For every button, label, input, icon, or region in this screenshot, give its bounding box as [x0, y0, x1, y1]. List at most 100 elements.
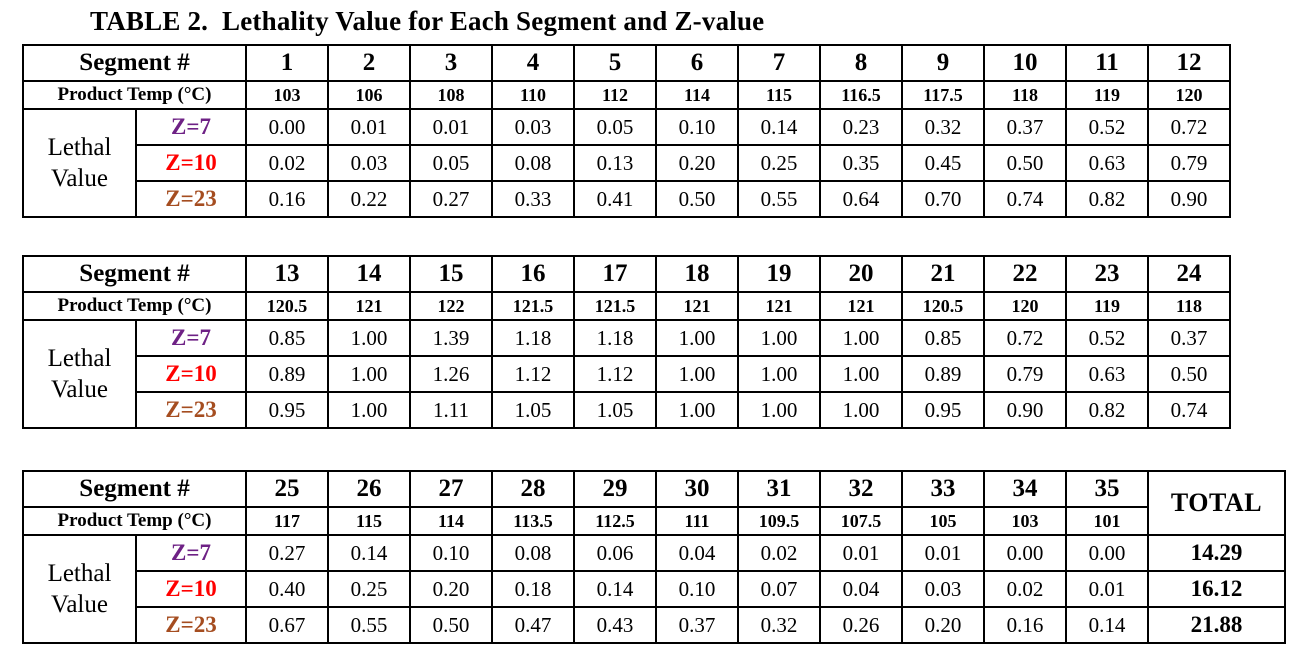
- segment-number-cell: 19: [737, 255, 821, 293]
- z23-value-cell: 0.33: [491, 180, 575, 218]
- z10-value-cell: 0.20: [409, 570, 493, 608]
- z10-value-cell: 0.40: [245, 570, 329, 608]
- lethality-table-3: Segment #25 26 27 28 29 30 31 32 33 34 35 TOTAL Prod…: [22, 470, 1286, 644]
- z10-value-cell: 0.08: [491, 144, 575, 182]
- z23-value-cell: 0.27: [409, 180, 493, 218]
- z7-value-cell: 0.14: [737, 108, 821, 146]
- z23-value-cell: 0.16: [245, 180, 329, 218]
- product-temp-cell: 120.5: [901, 291, 985, 321]
- z23-value-cell: 0.16: [983, 606, 1067, 644]
- segment-number-cell: 21: [901, 255, 985, 293]
- segment-number-cell: 9: [901, 44, 985, 82]
- z10-value-cell: 0.89: [901, 355, 985, 393]
- z10-value-cell: 1.00: [327, 355, 411, 393]
- segment-number-cell: 13: [245, 255, 329, 293]
- product-temp-cell: 107.5: [819, 506, 903, 536]
- z10-value-cell: 0.03: [327, 144, 411, 182]
- z10-value-cell: 0.63: [1065, 144, 1149, 182]
- z10-value-cell: 0.35: [819, 144, 903, 182]
- z7-value-cell: 0.85: [245, 319, 329, 357]
- z7-value-cell: 0.04: [655, 534, 739, 572]
- z7-label-cell: Z=7: [135, 108, 247, 146]
- z7-value-cell: 0.08: [491, 534, 575, 572]
- z23-value-cell: 0.32: [737, 606, 821, 644]
- z23-value-cell: 0.50: [655, 180, 739, 218]
- product-temp-cell: 119: [1065, 80, 1149, 110]
- z7-value-cell: 0.01: [409, 108, 493, 146]
- product-temp-cell: 113.5: [491, 506, 575, 536]
- segment-number-cell: 30: [655, 470, 739, 508]
- product-temp-cell: 112: [573, 80, 657, 110]
- segment-number-cell: 7: [737, 44, 821, 82]
- z10-value-cell: 0.07: [737, 570, 821, 608]
- product-temp-cell: 114: [655, 80, 739, 110]
- product-temp-cell: 108: [409, 80, 493, 110]
- segment-number-cell: 15: [409, 255, 493, 293]
- z7-value-cell: 0.01: [901, 534, 985, 572]
- z23-value-cell: 0.47: [491, 606, 575, 644]
- segment-number-cell: 2: [327, 44, 411, 82]
- product-temp-cell: 120: [983, 291, 1067, 321]
- z23-value-cell: 0.90: [983, 391, 1067, 429]
- z7-value-cell: 0.06: [573, 534, 657, 572]
- segment-number-cell: 8: [819, 44, 903, 82]
- product-temp-cell: 105: [901, 506, 985, 536]
- z10-value-cell: 0.02: [245, 144, 329, 182]
- product-temp-cell: 109.5: [737, 506, 821, 536]
- tables-container: Segment #1 2 3 4 5 6 7 8 9 10 11 12 Product Temp (°C…: [22, 44, 1308, 644]
- z23-value-cell: 0.74: [1147, 391, 1231, 429]
- z10-value-cell: 0.89: [245, 355, 329, 393]
- z23-value-cell: 0.14: [1065, 606, 1149, 644]
- segment-number-cell: 33: [901, 470, 985, 508]
- product-temp-cell: 118: [983, 80, 1067, 110]
- z7-value-cell: 0.01: [819, 534, 903, 572]
- z7-value-cell: 1.39: [409, 319, 493, 357]
- z10-value-cell: 1.00: [655, 355, 739, 393]
- z23-value-cell: 1.05: [573, 391, 657, 429]
- z7-value-cell: 0.10: [409, 534, 493, 572]
- z23-label-cell: Z=23: [135, 391, 247, 429]
- segment-number-cell: 24: [1147, 255, 1231, 293]
- segment-number-cell: 6: [655, 44, 739, 82]
- z7-value-cell: 0.00: [245, 108, 329, 146]
- z23-value-cell: 1.00: [737, 391, 821, 429]
- product-temp-cell: 110: [491, 80, 575, 110]
- z7-value-cell: 0.02: [737, 534, 821, 572]
- z23-value-cell: 0.90: [1147, 180, 1231, 218]
- segment-number-cell: 35: [1065, 470, 1149, 508]
- product-temp-cell: 103: [983, 506, 1067, 536]
- z23-value-cell: 0.95: [901, 391, 985, 429]
- z10-value-cell: 0.10: [655, 570, 739, 608]
- table-title: TABLE 2. Lethality Value for Each Segmen…: [90, 6, 765, 36]
- z7-value-cell: 0.85: [901, 319, 985, 357]
- product-temp-cell: 120: [1147, 80, 1231, 110]
- segment-number-cell: 27: [409, 470, 493, 508]
- z7-value-cell: 0.52: [1065, 108, 1149, 146]
- product-temp-cell: 118: [1147, 291, 1231, 321]
- z7-value-cell: 0.72: [1147, 108, 1231, 146]
- z23-value-cell: 0.37: [655, 606, 739, 644]
- z10-value-cell: 0.25: [737, 144, 821, 182]
- z10-value-cell: 0.45: [901, 144, 985, 182]
- z23-value-cell: 0.64: [819, 180, 903, 218]
- segment-number-cell: 14: [327, 255, 411, 293]
- segment-number-cell: 17: [573, 255, 657, 293]
- z7-value-cell: 0.05: [573, 108, 657, 146]
- lethality-table-2: Segment #13 14 15 16 17 18 19 20 21 22 23 24 Product…: [22, 255, 1231, 429]
- z10-value-cell: 0.50: [983, 144, 1067, 182]
- segment-number-cell: 11: [1065, 44, 1149, 82]
- z7-value-cell: 0.32: [901, 108, 985, 146]
- z7-value-cell: 1.00: [655, 319, 739, 357]
- segment-number-cell: 20: [819, 255, 903, 293]
- z7-value-cell: 0.52: [1065, 319, 1149, 357]
- z10-value-cell: 0.20: [655, 144, 739, 182]
- segment-number-cell: 25: [245, 470, 329, 508]
- segment-number-cell: 12: [1147, 44, 1231, 82]
- segment-header-cell: Segment #: [22, 470, 247, 508]
- z10-value-cell: 0.02: [983, 570, 1067, 608]
- segment-number-cell: 18: [655, 255, 739, 293]
- segment-number-cell: 4: [491, 44, 575, 82]
- product-temp-cell: 115: [327, 506, 411, 536]
- z10-value-cell: 0.04: [819, 570, 903, 608]
- z23-value-cell: 0.67: [245, 606, 329, 644]
